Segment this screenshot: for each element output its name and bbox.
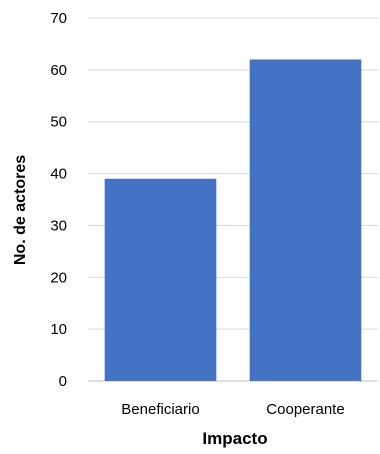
y-tick-label: 0 [59, 373, 67, 390]
y-tick-label: 10 [50, 321, 67, 338]
x-axis-title: Impacto [202, 429, 267, 448]
x-axis-ticks: Beneficiario Cooperante [121, 401, 344, 418]
x-tick-label: Beneficiario [121, 401, 199, 418]
bars [104, 59, 362, 381]
y-tick-label: 60 [50, 62, 67, 79]
y-tick-label: 70 [50, 10, 67, 27]
y-tick-label: 30 [50, 217, 67, 234]
y-tick-label: 50 [50, 114, 67, 131]
y-tick-label: 40 [50, 166, 67, 183]
y-axis-ticks: 0 10 20 30 40 50 60 70 [50, 10, 67, 390]
bar-cooperante [249, 59, 362, 381]
bar-beneficiario [104, 178, 217, 381]
y-tick-label: 20 [50, 269, 67, 286]
y-axis-title: No. de actores [12, 155, 29, 265]
x-tick-label: Cooperante [266, 401, 344, 418]
